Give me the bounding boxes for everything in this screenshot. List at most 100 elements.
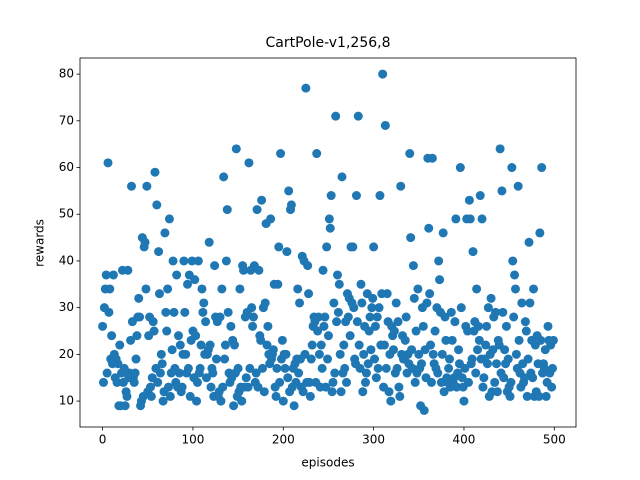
point [210, 261, 220, 271]
point [353, 111, 363, 121]
point [522, 391, 532, 401]
point [513, 181, 523, 191]
point [263, 321, 273, 331]
point [486, 293, 496, 303]
point [529, 284, 539, 294]
point [205, 340, 215, 350]
point [256, 335, 266, 345]
point [454, 345, 464, 355]
point [98, 377, 108, 387]
point [401, 312, 411, 322]
point [229, 401, 239, 411]
point [471, 368, 481, 378]
point [537, 163, 547, 173]
point [482, 321, 492, 331]
y-tick-label: 80 [59, 67, 74, 81]
point [103, 158, 113, 168]
point [457, 373, 467, 383]
point [223, 307, 233, 317]
point [298, 387, 308, 397]
point [524, 237, 534, 247]
point [173, 331, 183, 341]
plot-area [98, 69, 558, 415]
point [371, 373, 381, 383]
point [317, 363, 327, 373]
point [406, 233, 416, 243]
point [169, 307, 179, 317]
x-tick-label: 400 [453, 433, 476, 447]
point [521, 326, 531, 336]
point [220, 340, 230, 350]
point [286, 200, 296, 210]
point [468, 247, 478, 257]
point [498, 307, 508, 317]
point [418, 321, 428, 331]
point [384, 387, 394, 397]
point [156, 349, 166, 359]
y-tick-label: 70 [59, 113, 74, 127]
point [359, 349, 369, 359]
point [217, 284, 227, 294]
x-tick-label: 300 [362, 433, 385, 447]
point [131, 354, 141, 364]
point [101, 270, 111, 280]
point [386, 396, 396, 406]
point [146, 391, 156, 401]
point [98, 321, 108, 331]
point [379, 340, 389, 350]
point [465, 214, 475, 224]
point [254, 265, 264, 275]
point [204, 237, 214, 247]
point [361, 368, 371, 378]
point [510, 284, 520, 294]
point [495, 144, 505, 154]
point [259, 387, 269, 397]
point [456, 303, 466, 313]
point [334, 279, 344, 289]
point [323, 331, 333, 341]
y-tick-label: 40 [59, 253, 74, 267]
point [357, 298, 367, 308]
point [115, 340, 125, 350]
point [478, 382, 488, 392]
point [525, 298, 535, 308]
point [233, 363, 243, 373]
point [517, 298, 527, 308]
point [257, 195, 267, 205]
point [505, 391, 515, 401]
point [215, 312, 225, 322]
point [483, 303, 493, 313]
point [435, 275, 445, 285]
point [413, 284, 423, 294]
point [339, 340, 349, 350]
point [191, 331, 201, 341]
point [426, 340, 436, 350]
point [475, 191, 485, 201]
point [322, 242, 332, 252]
point [473, 345, 483, 355]
point [294, 368, 304, 378]
x-axis-label: episodes [301, 456, 354, 470]
point [510, 270, 520, 280]
point [162, 326, 172, 336]
point [422, 298, 432, 308]
point [303, 261, 313, 271]
point [328, 377, 338, 387]
point [446, 307, 456, 317]
point [175, 340, 185, 350]
point [243, 382, 253, 392]
point [216, 396, 226, 406]
point [520, 317, 530, 327]
point [177, 382, 187, 392]
point [405, 149, 415, 159]
point [508, 256, 518, 266]
x-tick-label: 0 [99, 433, 107, 447]
point [304, 377, 314, 387]
point [149, 326, 159, 336]
point [482, 359, 492, 369]
point [534, 391, 544, 401]
point [364, 326, 374, 336]
point [327, 387, 337, 397]
x-tick-label: 100 [181, 433, 204, 447]
